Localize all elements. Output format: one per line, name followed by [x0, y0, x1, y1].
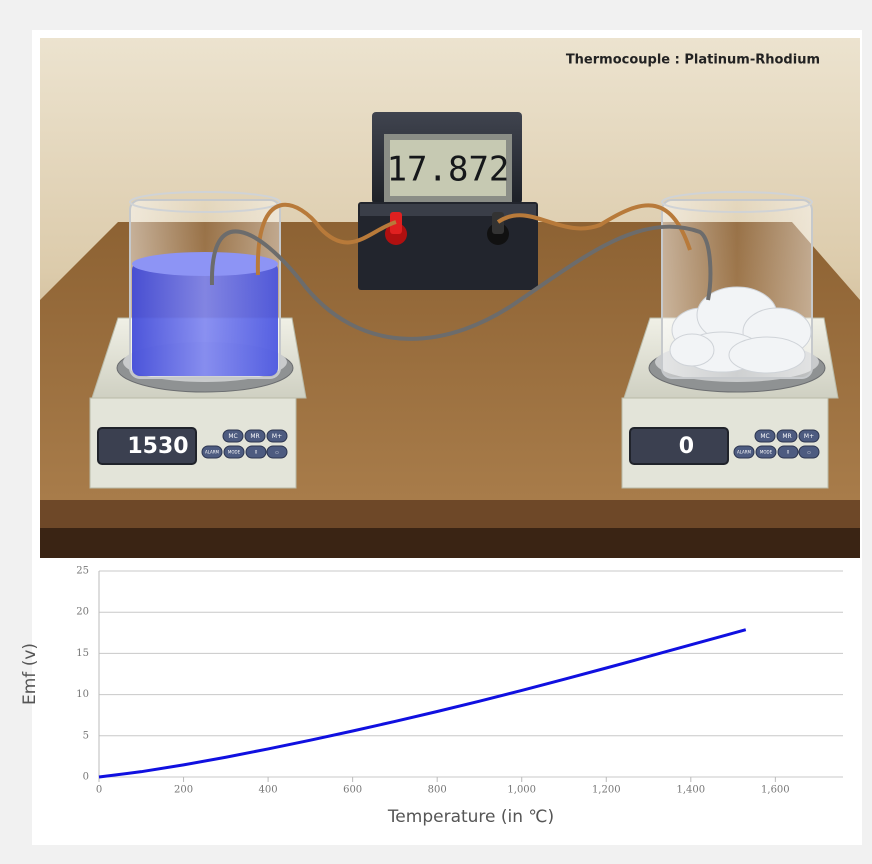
emf-reading: 17.872	[387, 150, 510, 190]
balance-button-label: 0	[787, 450, 790, 455]
balance-button-label: MODE	[760, 450, 773, 455]
balance-button-label: M+	[804, 433, 814, 440]
voltmeter: 17.872	[358, 112, 538, 290]
balance-button-label: ALARM	[737, 450, 752, 455]
y-tick-label: 25	[76, 566, 89, 577]
title: Thermocouple : Platinum-Rhodium	[566, 53, 820, 68]
balance-button-label: MC	[228, 433, 237, 440]
water	[132, 262, 278, 376]
balance-reading: 1530	[127, 434, 188, 459]
table-edge	[40, 500, 860, 528]
balance-button-label: M+	[272, 433, 282, 440]
ice	[729, 337, 805, 373]
y-tick-label: 0	[83, 772, 89, 783]
y-tick-label: 20	[76, 607, 89, 618]
x-axis-title: Temperature (in ℃)	[387, 807, 554, 827]
x-tick-label: 1,000	[507, 785, 536, 796]
balance-button-label: MODE	[228, 450, 241, 455]
balance-button-label: MR	[782, 433, 791, 440]
x-tick-label: 1,600	[761, 785, 790, 796]
balance-button-label: MR	[250, 433, 259, 440]
y-tick-label: 15	[76, 648, 89, 659]
x-tick-label: 1,400	[676, 785, 705, 796]
x-tick-label: 800	[428, 785, 447, 796]
table-shadow	[40, 528, 860, 558]
x-tick-label: 1,200	[592, 785, 621, 796]
y-tick-label: 10	[76, 689, 89, 700]
balance-button-label: ALARM	[205, 450, 220, 455]
balance-button-label: MC	[760, 433, 769, 440]
balance-button-label: ○	[275, 450, 279, 455]
x-tick-label: 400	[259, 785, 278, 796]
balance-button-label: 0	[255, 450, 258, 455]
screen: 17.872 Thermocouple : Platinum-Rhodium 1…	[0, 0, 872, 864]
balance-button-label: ○	[807, 450, 811, 455]
simulation: 17.872 Thermocouple : Platinum-Rhodium 1…	[40, 38, 860, 558]
balance-reading: 0	[679, 434, 694, 459]
y-tick-label: 5	[83, 730, 89, 741]
x-tick-label: 0	[96, 785, 102, 796]
y-axis-title: Emf (v)	[20, 643, 40, 705]
page: 17.872 Thermocouple : Platinum-Rhodium 1…	[0, 0, 872, 864]
x-tick-label: 600	[343, 785, 362, 796]
ice	[670, 334, 714, 366]
x-tick-label: 200	[174, 785, 193, 796]
